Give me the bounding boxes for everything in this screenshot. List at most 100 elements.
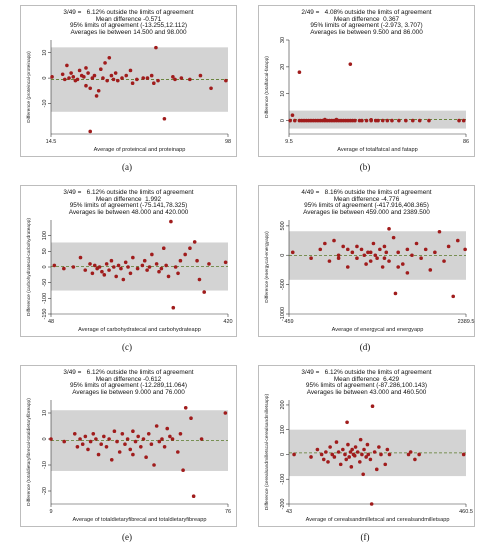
caption-a: (a) — [122, 162, 132, 172]
data-point — [71, 265, 76, 269]
data-point — [121, 277, 126, 282]
data-point — [345, 420, 349, 425]
data-point — [94, 437, 98, 441]
data-point — [116, 263, 121, 268]
data-point — [141, 76, 146, 80]
data-point — [338, 462, 343, 467]
data-point — [141, 437, 146, 441]
data-point — [178, 432, 183, 436]
data-point — [128, 271, 133, 276]
data-point — [84, 66, 88, 70]
data-point — [387, 227, 391, 231]
data-point — [369, 117, 373, 122]
data-point — [361, 472, 365, 477]
data-point — [414, 241, 419, 246]
data-point — [165, 426, 170, 431]
x-tick-label: 76 — [225, 509, 231, 515]
data-point — [385, 118, 390, 123]
data-point — [292, 118, 297, 123]
data-point — [154, 262, 159, 266]
data-point — [362, 253, 367, 258]
data-point — [326, 460, 330, 464]
data-point — [446, 244, 451, 249]
chart-panel-c: 3/49 = 6.12% outside the limits of agree… — [20, 185, 237, 337]
x-axis-title: Average of energycal and energyapp — [332, 327, 424, 333]
data-point — [207, 262, 211, 266]
data-point — [343, 452, 347, 457]
data-point — [75, 445, 80, 449]
data-point — [428, 268, 433, 272]
y-tick-label: -10 — [42, 461, 48, 469]
y-tick-label: 0 — [280, 453, 286, 456]
data-point — [364, 262, 368, 266]
data-point — [332, 238, 336, 243]
data-point — [69, 71, 73, 75]
data-point — [109, 258, 114, 263]
data-point — [391, 235, 396, 240]
caption-e: (e) — [122, 532, 132, 542]
data-point — [130, 81, 135, 85]
data-point — [62, 439, 67, 444]
x-tick-label: 420 — [223, 319, 232, 325]
data-point — [62, 266, 66, 271]
data-point — [94, 94, 99, 98]
bland-altman-plot: -200 -100 0 100 200 43 460.5 Average of cereals… — [264, 394, 473, 523]
y-tick-label: 0 — [280, 254, 286, 257]
data-point — [323, 241, 327, 246]
data-point — [101, 76, 105, 80]
x-axis-title: Average of cerealsandmilletscal and cere… — [306, 517, 450, 523]
data-point — [364, 118, 369, 123]
x-tick-label: 459 — [284, 319, 293, 325]
data-point — [90, 76, 95, 80]
data-point — [382, 256, 387, 260]
data-point — [84, 83, 88, 88]
data-point — [86, 71, 90, 75]
data-point — [145, 76, 150, 80]
data-point — [315, 447, 320, 452]
data-point — [170, 437, 175, 441]
data-point — [334, 117, 339, 122]
data-point — [366, 250, 370, 255]
data-point — [131, 452, 135, 457]
data-point — [410, 253, 414, 258]
header-line: 4/49 = 8.16% outside the limits of agree… — [301, 189, 432, 196]
data-point — [223, 411, 228, 415]
data-point — [107, 268, 111, 272]
caption-f: (f) — [360, 532, 370, 542]
bland-altman-plot: -10 0 10 14.5 98 Average of proteincal and pr… — [26, 40, 231, 153]
data-point — [77, 68, 82, 73]
data-point — [372, 450, 377, 454]
data-point — [352, 453, 357, 458]
data-point — [413, 457, 417, 462]
data-point — [288, 118, 292, 123]
data-point — [376, 118, 380, 123]
data-point — [111, 77, 116, 82]
data-point — [145, 268, 149, 272]
data-point — [154, 45, 158, 50]
header-line: Averages lie between 9.500 and 86.000 — [310, 28, 423, 36]
chart-header: 3/49 = 6.12% outside the limits of agree… — [21, 369, 236, 396]
data-point — [461, 452, 466, 457]
data-point — [355, 244, 359, 249]
data-point — [164, 263, 168, 268]
data-point — [126, 265, 130, 269]
chart-header: 3/49 = 6.12% outside the limits of agree… — [259, 369, 474, 396]
data-point — [157, 439, 162, 444]
data-point — [437, 229, 442, 234]
header-line: 3/49 = 6.12% outside the limits of agree… — [63, 9, 194, 16]
data-point — [348, 62, 353, 66]
data-point — [349, 465, 354, 469]
chart-header: 2/49 = 4.08% outside the limits of agree… — [259, 9, 474, 36]
data-point — [119, 266, 123, 271]
data-point — [96, 452, 101, 457]
data-point — [154, 424, 159, 428]
data-point — [209, 86, 213, 91]
data-point — [353, 118, 357, 123]
header-line: 95% limits of agreement (-417.916,408.36… — [304, 202, 429, 210]
header-line: Averages lie between 9.000 and 76.000 — [72, 388, 185, 396]
data-point — [183, 252, 187, 257]
x-tick-label: 14.5 — [46, 139, 57, 145]
data-point — [309, 256, 313, 260]
data-point — [49, 437, 53, 441]
y-axis-title: Difference (cerealsandmilletscal-cereals… — [264, 394, 270, 511]
